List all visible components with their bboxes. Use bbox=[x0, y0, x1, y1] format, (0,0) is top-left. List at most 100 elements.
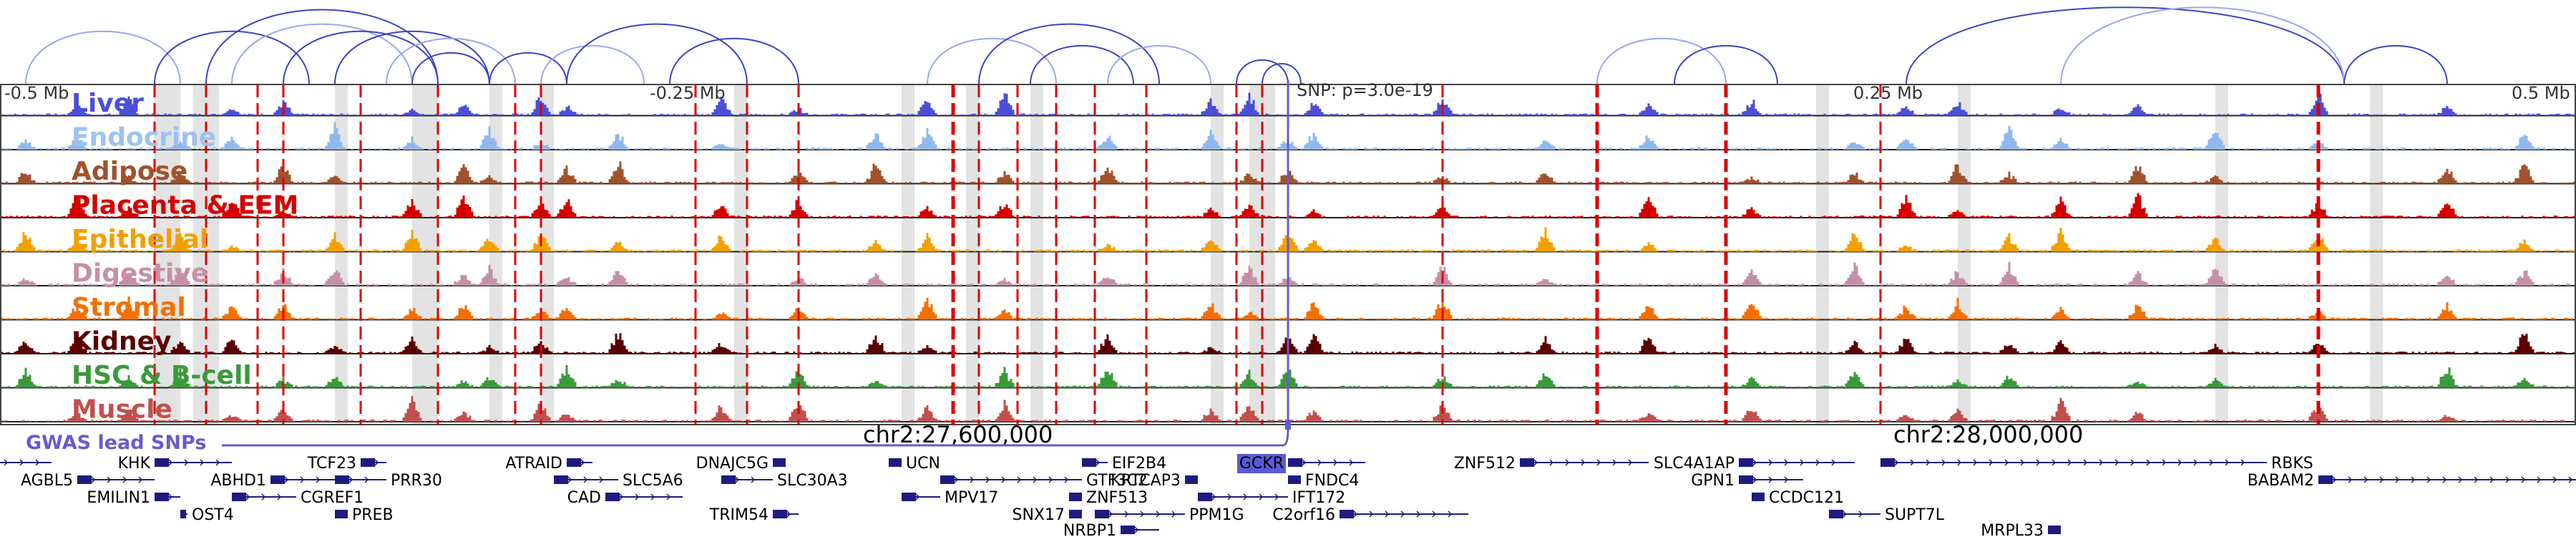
track-signal bbox=[3, 364, 2575, 388]
gene-label: MPV17 bbox=[945, 489, 998, 507]
loop-arc bbox=[205, 9, 439, 85]
strand-chevron bbox=[2332, 476, 2337, 483]
strand-chevron bbox=[1416, 511, 1421, 518]
gene-znf512: ZNF512 bbox=[1454, 455, 1649, 473]
gene-label: MRPL33 bbox=[1981, 522, 2044, 537]
track-signal bbox=[0, 293, 2573, 320]
strand-chevron bbox=[184, 459, 189, 466]
gene-label: TCF23 bbox=[307, 455, 356, 473]
loop-arc bbox=[566, 23, 748, 85]
strand-chevron bbox=[1333, 459, 1338, 466]
gene-exon bbox=[270, 475, 285, 484]
strand-chevron bbox=[2067, 459, 2072, 466]
strand-chevron bbox=[2363, 476, 2368, 483]
strand-chevron bbox=[1549, 459, 1554, 466]
strand-chevron bbox=[1302, 459, 1307, 466]
track-signal bbox=[0, 333, 2575, 354]
strand-chevron bbox=[1140, 511, 1145, 518]
strand-chevron bbox=[1565, 459, 1570, 466]
strand-chevron bbox=[1171, 511, 1176, 518]
gene-trim54: TRIM54 bbox=[709, 506, 799, 524]
coordinate-right: chr2:28,000,000 bbox=[1893, 421, 2083, 448]
gene-label: CGREF1 bbox=[301, 489, 364, 507]
axis-label-snp: SNP: p=3.0e-19 bbox=[1297, 80, 1433, 100]
strand-chevron bbox=[1752, 459, 1757, 466]
highlight-band bbox=[412, 84, 438, 425]
strand-chevron bbox=[1926, 459, 1931, 466]
gene-prr30: PRR30 bbox=[335, 472, 442, 490]
strand-chevron bbox=[1001, 476, 1006, 483]
strand-chevron bbox=[1432, 511, 1437, 518]
strand-chevron bbox=[19, 459, 24, 466]
strand-chevron bbox=[1831, 459, 1836, 466]
strand-chevron bbox=[2442, 476, 2447, 483]
gene-ccdc121: CCDC121 bbox=[1752, 489, 1844, 507]
strand-chevron bbox=[2240, 459, 2245, 466]
track-signal bbox=[0, 161, 2575, 184]
gene-exon bbox=[1752, 493, 1765, 501]
strand-chevron bbox=[1227, 493, 1232, 500]
gene-exon bbox=[940, 475, 955, 484]
strand-chevron bbox=[2568, 476, 2573, 483]
strand-chevron bbox=[2130, 459, 2135, 466]
loop-arc bbox=[1262, 62, 1302, 85]
gene-label: KRTCAP3 bbox=[1111, 472, 1181, 490]
strand-chevron bbox=[261, 493, 266, 500]
loop-arc bbox=[334, 30, 490, 85]
strand-chevron bbox=[1596, 459, 1601, 466]
strand-chevron bbox=[583, 476, 588, 483]
gene-exon bbox=[1069, 493, 1082, 501]
gene-tmem214: TMEM214 bbox=[0, 459, 52, 466]
gene-abhd1: ABHD1 bbox=[210, 472, 335, 490]
gene-label: RBKS bbox=[2271, 455, 2313, 473]
highlight-bands bbox=[155, 84, 2383, 425]
loop-arc bbox=[283, 30, 439, 85]
highlight-band bbox=[335, 84, 348, 425]
strand-chevron bbox=[277, 493, 282, 500]
gene-exon bbox=[902, 493, 916, 501]
strand-chevron bbox=[1612, 459, 1617, 466]
strand-chevron bbox=[284, 476, 289, 483]
track-label: Muscle bbox=[72, 395, 172, 425]
variant-lines bbox=[153, 80, 2321, 430]
gene-label: UCN bbox=[906, 455, 940, 473]
highlight-band bbox=[1211, 84, 1224, 425]
strand-chevron bbox=[970, 476, 975, 483]
loop-arc bbox=[540, 45, 645, 85]
strand-chevron bbox=[35, 459, 40, 466]
strand-chevron bbox=[2004, 459, 2009, 466]
gene-exon bbox=[889, 458, 902, 467]
strand-chevron bbox=[1628, 459, 1633, 466]
strand-chevron bbox=[2505, 476, 2510, 483]
highlight-band bbox=[2370, 84, 2383, 425]
gene-ost4: OST4 bbox=[180, 506, 234, 524]
gene-exon bbox=[77, 475, 92, 484]
strand-chevron bbox=[1353, 511, 1358, 518]
strand-chevron bbox=[1768, 476, 1773, 483]
strand-chevron bbox=[1581, 459, 1586, 466]
track-signal bbox=[0, 227, 2575, 252]
strand-chevron bbox=[91, 476, 96, 483]
strand-chevron bbox=[1369, 511, 1374, 518]
gene-label: ABHD1 bbox=[210, 472, 266, 490]
gene-exon bbox=[773, 458, 786, 467]
coordinate-labels: chr2:27,600,000 chr2:28,000,000 GWAS lea… bbox=[26, 421, 2083, 454]
gene-slc4a1ap: SLC4A1AP bbox=[1654, 455, 1855, 473]
gene-label: DNAJC5G bbox=[696, 455, 769, 473]
strand-chevron bbox=[300, 476, 305, 483]
gene-label: PREB bbox=[352, 506, 394, 524]
track-signal bbox=[0, 122, 2575, 150]
gwas-snp-track bbox=[222, 420, 1291, 447]
strand-chevron bbox=[1752, 476, 1757, 483]
loop-arc bbox=[2343, 45, 2448, 85]
gene-tcf23: TCF23 bbox=[307, 455, 386, 473]
loop-arc bbox=[2060, 6, 2345, 85]
gene-babam2: BABAM2 bbox=[2248, 472, 2576, 490]
gene-krtcap3: KRTCAP3 bbox=[1111, 472, 1198, 490]
strand-chevron bbox=[2099, 459, 2104, 466]
gene-cgref1: CGREF1 bbox=[232, 489, 364, 507]
gwas-connector bbox=[222, 429, 1289, 447]
gene-exon bbox=[567, 458, 581, 467]
loop-arc bbox=[489, 52, 567, 85]
highlight-band bbox=[155, 84, 180, 425]
